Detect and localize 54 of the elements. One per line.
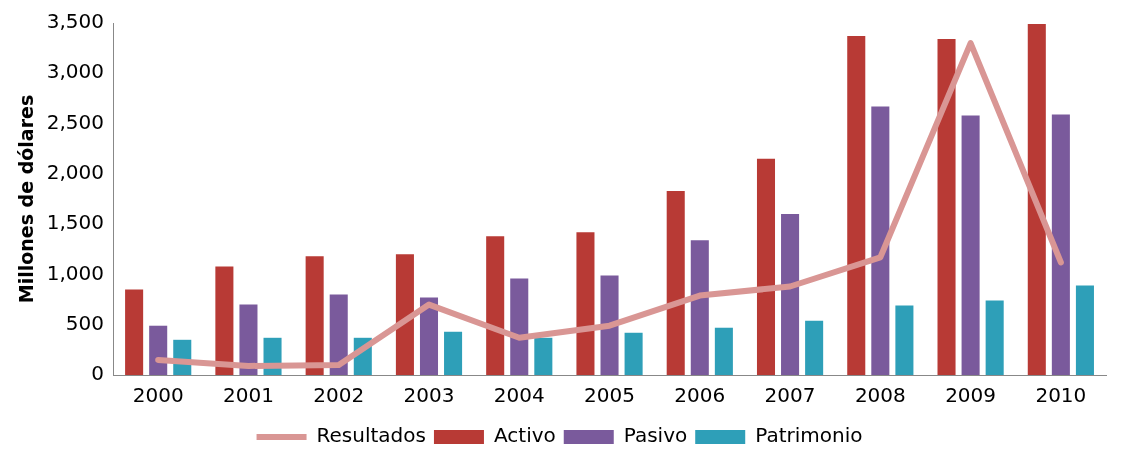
x-tick-label: 2007 — [764, 383, 816, 408]
y-axis-title: Millones de dólares — [15, 94, 38, 304]
x-tick-label: 2010 — [1035, 383, 1087, 408]
bar — [419, 297, 439, 375]
bar — [1075, 285, 1094, 375]
bar — [600, 275, 619, 375]
x-tick-label: 2004 — [493, 383, 545, 408]
bar — [666, 190, 685, 375]
bar — [937, 39, 956, 375]
x-tick-label: 2003 — [403, 383, 455, 408]
bar — [149, 325, 168, 375]
bar — [756, 158, 776, 375]
bar — [961, 115, 980, 375]
bar — [305, 256, 324, 375]
y-tick-label: 1,500 — [46, 210, 105, 235]
bar — [805, 320, 824, 375]
bar — [576, 232, 595, 375]
x-tick-label: 2009 — [945, 383, 997, 408]
bar — [1027, 24, 1046, 375]
legend-label: Pasivo — [623, 423, 688, 448]
y-tick-label: 500 — [65, 310, 105, 335]
bar — [847, 36, 866, 375]
y-tick-label: 3,500 — [46, 9, 105, 34]
bar — [395, 254, 414, 375]
y-tick-label: 3,000 — [46, 59, 105, 84]
x-tick-label: 2006 — [674, 383, 726, 408]
bar — [895, 305, 914, 375]
bar — [985, 300, 1004, 375]
legend-label: Patrimonio — [755, 423, 863, 448]
bar — [534, 337, 553, 375]
x-tick-label: 2008 — [854, 383, 906, 408]
bar — [714, 327, 733, 375]
y-tick-label: 2,500 — [46, 109, 105, 134]
legend-label: Activo — [493, 423, 556, 448]
y-tick-label: 2,000 — [46, 160, 105, 185]
y-tick-label: 0 — [91, 361, 105, 386]
bar — [690, 240, 709, 375]
bar — [215, 266, 234, 375]
x-tick-label: 2005 — [584, 383, 635, 408]
bar — [239, 304, 258, 375]
x-tick-label: 2002 — [313, 383, 365, 408]
bar — [329, 294, 348, 375]
bar — [444, 331, 463, 375]
bar — [871, 106, 890, 375]
y-tick-label: 1,000 — [46, 260, 105, 285]
bar — [125, 289, 144, 375]
bar — [486, 236, 505, 375]
bar — [781, 214, 800, 375]
x-tick-label: 2000 — [132, 383, 184, 408]
bar — [510, 278, 529, 375]
bar — [624, 332, 643, 375]
x-tick-label: 2001 — [223, 383, 274, 408]
bar — [1051, 114, 1070, 375]
legend-label: Resultados — [316, 423, 426, 448]
